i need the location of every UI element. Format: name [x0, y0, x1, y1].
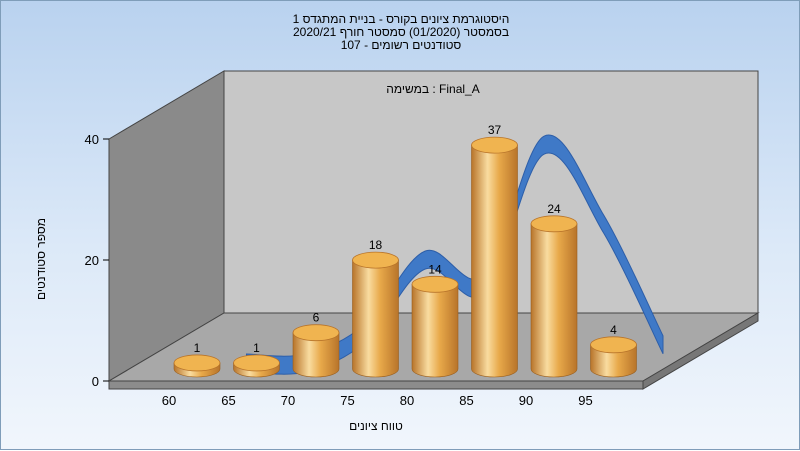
bar-value-label: 1	[194, 341, 201, 355]
bar-group: 1	[173, 341, 221, 378]
x-tick-label: 60	[162, 393, 176, 408]
bar	[411, 284, 459, 378]
bar-group: 6	[292, 311, 340, 378]
bar-top	[173, 354, 221, 372]
floor-front-edge	[108, 380, 644, 390]
y-tick-label: 40	[85, 132, 99, 147]
distribution-curve	[246, 134, 664, 375]
x-tick-label: 75	[340, 393, 354, 408]
x-tick-label: 85	[459, 393, 473, 408]
bar	[471, 144, 518, 378]
y-tick-label: 20	[85, 253, 99, 268]
bar-top	[292, 324, 340, 342]
bar-group: 24	[530, 202, 578, 378]
bar-value-label: 4	[610, 323, 617, 337]
y-tick-label: 0	[92, 374, 99, 389]
x-tick-label: 80	[400, 393, 414, 408]
chart-title-line-2: בסמסטר (01/2020) סמסטר חורף 2020/21	[292, 25, 510, 39]
x-tick-label: 95	[578, 393, 592, 408]
chart-title-line-3: סטודנטים רשומים - 107	[340, 38, 462, 52]
bar-top	[352, 251, 399, 269]
bar-group: 14	[411, 262, 459, 378]
bar-group: 1	[233, 341, 280, 378]
bar-value-label: 1	[253, 341, 260, 355]
x-tick-label: 65	[221, 393, 235, 408]
bar-group: 18	[352, 238, 399, 378]
bar	[530, 223, 578, 378]
x-tick-label: 90	[519, 393, 533, 408]
bar-value-label: 6	[313, 311, 320, 325]
bar-top	[471, 136, 518, 154]
bar-value-label: 14	[428, 262, 442, 276]
chart-title-line-1: היסטוגרמת ציונים בקורס - בניית המתגדס 1	[292, 12, 510, 26]
bar	[352, 259, 399, 378]
x-tick-label: 70	[281, 393, 295, 408]
bar-top	[590, 336, 637, 354]
bar-top	[411, 275, 459, 293]
bar	[292, 332, 340, 378]
x-axis-label: טווח ציונים	[349, 419, 403, 433]
bar-group: 37	[471, 123, 518, 378]
bar-top	[530, 215, 578, 233]
chart-annotation: במשימה : Final_A	[386, 82, 480, 96]
bar-value-label: 18	[369, 238, 383, 252]
bar-group: 4	[590, 323, 637, 378]
bar-value-label: 24	[547, 202, 561, 216]
bar-top	[233, 354, 280, 372]
bar	[590, 344, 637, 378]
bar-value-label: 37	[488, 123, 502, 137]
